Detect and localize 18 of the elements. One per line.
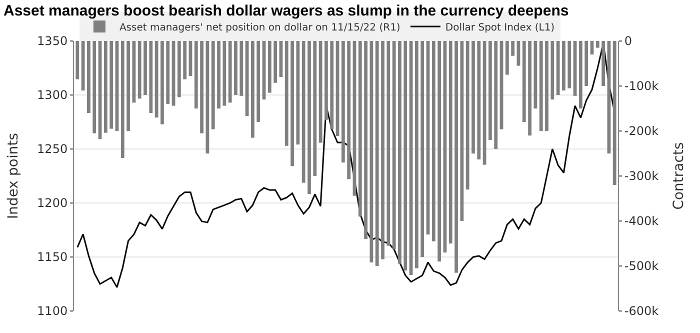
y-tick-label: 1350 <box>37 34 68 48</box>
y-tick-label: 1300 <box>37 88 68 102</box>
chart-title: Asset managers boost bearish dollar wagers as slump in the currency deepens <box>4 2 569 20</box>
y2-tick-label: -300k <box>624 169 659 184</box>
y-tick-label: 1150 <box>37 250 68 264</box>
y2-axis-title: Contracts <box>670 142 687 210</box>
y2-tick-label: -400k <box>624 214 659 228</box>
legend-label: Asset managers' net position on dollar on 11/15/22 (R1) <box>119 22 400 34</box>
legend-label: Dollar Spot Index (L1) <box>445 22 555 34</box>
y-tick-label: 1250 <box>37 142 68 156</box>
y-axis-title: Index points <box>6 133 22 219</box>
y-tick-label: 1100 <box>37 304 68 318</box>
y-tick-label: 1200 <box>37 196 68 210</box>
y2-tick-label: -200k <box>624 124 659 138</box>
y2-tick-label: -100k <box>624 79 659 94</box>
y2-tick-label: -600k <box>624 304 659 318</box>
y2-tick-label: 0 <box>624 34 632 48</box>
y2-tick-label: -500k <box>624 259 659 274</box>
